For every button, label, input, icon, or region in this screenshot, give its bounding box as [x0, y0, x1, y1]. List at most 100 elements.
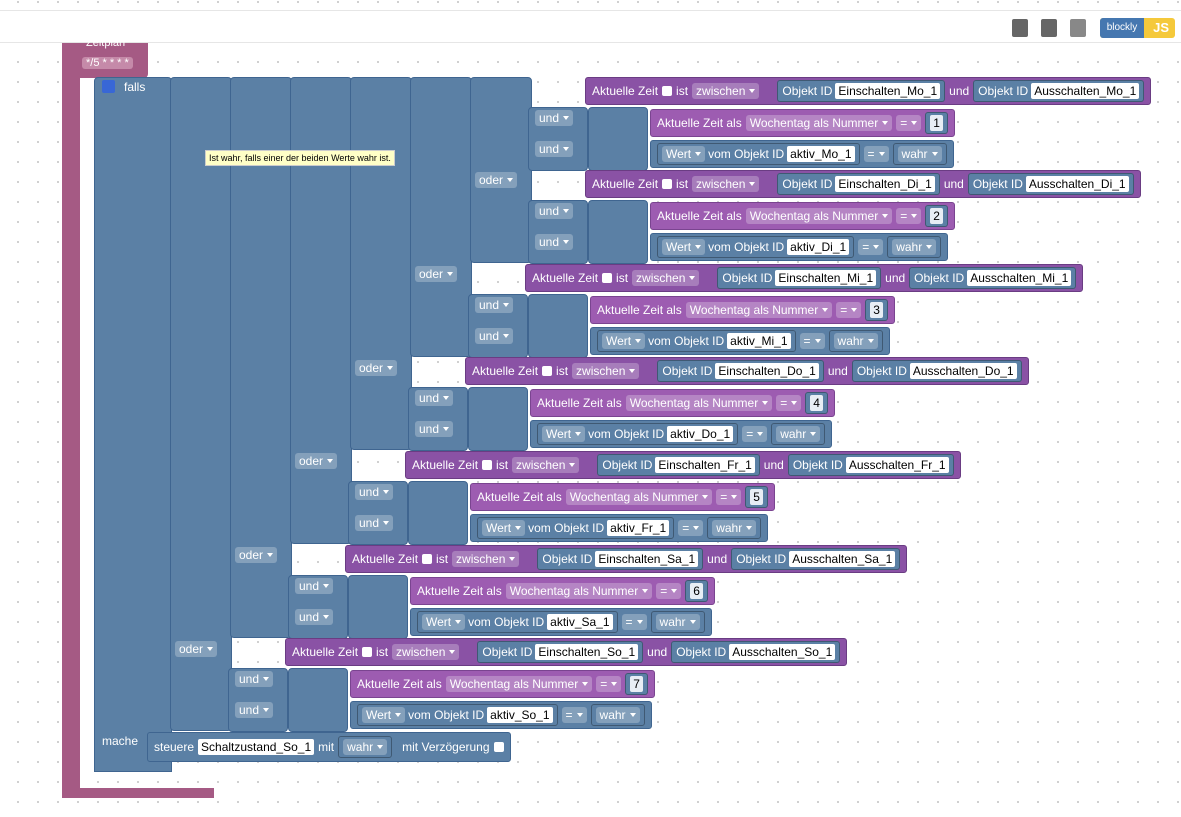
weekday-type-dropdown[interactable]: Wochentag als Nummer	[505, 583, 653, 599]
object-field[interactable]: aktiv_Sa_1	[547, 614, 613, 630]
mode-dropdown[interactable]: zwischen	[692, 83, 760, 99]
value-dropdown[interactable]: wahr	[343, 739, 388, 755]
oder[interactable]: oder	[475, 172, 518, 188]
object-field[interactable]: Ausschalten_Di_1	[1025, 176, 1129, 192]
object-field[interactable]: Einschalten_Sa_1	[595, 551, 699, 567]
checkbox[interactable]	[482, 460, 493, 470]
und[interactable]: und	[235, 702, 274, 718]
target-field[interactable]: Schaltzustand_So_1	[198, 739, 315, 755]
object-field[interactable]: Ausschalten_Mi_1	[967, 270, 1072, 286]
und[interactable]: und	[415, 421, 454, 437]
object-field[interactable]: aktiv_Do_1	[667, 426, 734, 442]
oder[interactable]: oder	[295, 453, 338, 469]
value-dropdown[interactable]: wahr	[712, 520, 757, 536]
number-field[interactable]: 5	[750, 489, 763, 505]
object-field[interactable]: Einschalten_Do_1	[715, 363, 819, 379]
und[interactable]: und	[355, 515, 394, 531]
weekday-type-dropdown[interactable]: Wochentag als Nummer	[565, 489, 713, 505]
oder[interactable]: oder	[355, 360, 398, 376]
wert-dropdown[interactable]: Wert	[362, 707, 406, 723]
checkbox[interactable]	[542, 366, 553, 376]
number-field[interactable]: 6	[690, 583, 703, 599]
number-field[interactable]: 1	[930, 115, 943, 131]
und[interactable]: und	[235, 671, 274, 687]
export-icon[interactable]	[1012, 19, 1028, 37]
oder[interactable]: oder	[175, 641, 218, 657]
operator-dropdown[interactable]: =	[596, 676, 622, 692]
object-field[interactable]: Einschalten_Fr_1	[655, 457, 755, 473]
checkbox[interactable]	[422, 554, 433, 564]
value-dropdown[interactable]: wahr	[655, 614, 700, 630]
number-field[interactable]: 3	[870, 302, 883, 318]
wert-dropdown[interactable]: Wert	[662, 146, 706, 162]
operator-dropdown[interactable]: =	[561, 707, 587, 723]
wert-dropdown[interactable]: Wert	[662, 239, 706, 255]
object-field[interactable]: Ausschalten_Do_1	[909, 363, 1017, 379]
cron-field[interactable]: */5 * * * *	[82, 57, 133, 69]
operator-dropdown[interactable]: =	[716, 489, 742, 505]
weekday-type-dropdown[interactable]: Wochentag als Nummer	[625, 395, 773, 411]
number-field[interactable]: 2	[930, 208, 943, 224]
object-field[interactable]: Einschalten_So_1	[535, 644, 639, 660]
operator-dropdown[interactable]: =	[896, 208, 922, 224]
mode-dropdown[interactable]: zwischen	[692, 176, 760, 192]
und[interactable]: und	[535, 203, 574, 219]
value-dropdown[interactable]: wahr	[595, 707, 640, 723]
value-dropdown[interactable]: wahr	[897, 146, 942, 162]
wert-dropdown[interactable]: Wert	[542, 426, 586, 442]
und[interactable]: und	[535, 234, 574, 250]
object-field[interactable]: Ausschalten_Mo_1	[1031, 83, 1140, 99]
checkbox[interactable]	[662, 86, 673, 96]
mode-dropdown[interactable]: zwischen	[572, 363, 640, 379]
object-field[interactable]: aktiv_Mi_1	[727, 333, 791, 349]
weekday-type-dropdown[interactable]: Wochentag als Nummer	[445, 676, 593, 692]
flag-icon[interactable]	[1070, 19, 1086, 37]
delay-checkbox[interactable]	[493, 742, 504, 752]
und[interactable]: und	[475, 328, 514, 344]
weekday-type-dropdown[interactable]: Wochentag als Nummer	[685, 302, 833, 318]
und[interactable]: und	[535, 141, 574, 157]
wert-dropdown[interactable]: Wert	[422, 614, 466, 630]
oder[interactable]: oder	[235, 547, 278, 563]
checkbox[interactable]	[362, 647, 373, 657]
operator-dropdown[interactable]: =	[858, 239, 884, 255]
operator-dropdown[interactable]: =	[656, 583, 682, 599]
object-field[interactable]: aktiv_Fr_1	[607, 520, 670, 536]
operator-dropdown[interactable]: =	[678, 520, 704, 536]
weekday-type-dropdown[interactable]: Wochentag als Nummer	[745, 115, 893, 131]
operator-dropdown[interactable]: =	[896, 115, 922, 131]
checkbox[interactable]	[602, 273, 613, 283]
weekday-type-dropdown[interactable]: Wochentag als Nummer	[745, 208, 893, 224]
und[interactable]: und	[535, 110, 574, 126]
oder[interactable]: oder	[415, 266, 458, 282]
object-field[interactable]: aktiv_Di_1	[787, 239, 850, 255]
mode-dropdown[interactable]: zwischen	[452, 551, 520, 567]
mode-dropdown[interactable]: zwischen	[392, 644, 460, 660]
gear-icon[interactable]	[102, 80, 115, 93]
object-field[interactable]: Einschalten_Di_1	[835, 176, 935, 192]
number-field[interactable]: 4	[810, 395, 823, 411]
object-field[interactable]: aktiv_So_1	[487, 707, 553, 723]
object-field[interactable]: Ausschalten_Fr_1	[845, 457, 949, 473]
value-dropdown[interactable]: wahr	[833, 333, 878, 349]
und[interactable]: und	[295, 578, 334, 594]
und[interactable]: und	[295, 609, 334, 625]
operator-dropdown[interactable]: =	[863, 146, 889, 162]
und[interactable]: und	[475, 297, 514, 313]
object-field[interactable]: Einschalten_Mi_1	[775, 270, 877, 286]
operator-dropdown[interactable]: =	[836, 302, 862, 318]
wert-dropdown[interactable]: Wert	[602, 333, 646, 349]
checkbox[interactable]	[662, 179, 673, 189]
mode-dropdown[interactable]: zwischen	[512, 457, 580, 473]
number-field[interactable]: 7	[630, 676, 643, 692]
und[interactable]: und	[415, 390, 454, 406]
object-field[interactable]: aktiv_Mo_1	[787, 146, 855, 162]
operator-dropdown[interactable]: =	[776, 395, 802, 411]
value-dropdown[interactable]: wahr	[892, 239, 937, 255]
operator-dropdown[interactable]: =	[742, 426, 768, 442]
import-icon[interactable]	[1041, 19, 1057, 37]
object-field[interactable]: Einschalten_Mo_1	[835, 83, 941, 99]
value-dropdown[interactable]: wahr	[776, 426, 821, 442]
object-field[interactable]: Ausschalten_So_1	[729, 644, 836, 660]
object-field[interactable]: Ausschalten_Sa_1	[789, 551, 896, 567]
